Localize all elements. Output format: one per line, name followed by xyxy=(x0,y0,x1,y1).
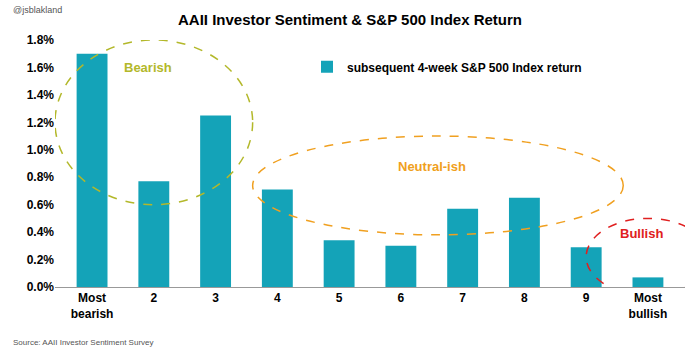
svg-text:Mostbearish: Mostbearish xyxy=(71,291,114,321)
svg-text:@jsblakland: @jsblakland xyxy=(13,5,62,15)
svg-text:8: 8 xyxy=(521,291,528,305)
svg-text:subsequent 4-week S&P 500 Inde: subsequent 4-week S&P 500 Index return xyxy=(347,61,582,75)
svg-text:1.4%: 1.4% xyxy=(27,88,55,102)
svg-text:Bearish: Bearish xyxy=(124,60,172,75)
svg-text:Source: AAII Investor Sentimen: Source: AAII Investor Sentiment Survey xyxy=(13,338,154,347)
svg-text:5: 5 xyxy=(336,291,343,305)
svg-text:0.8%: 0.8% xyxy=(27,170,55,184)
svg-text:4: 4 xyxy=(274,291,281,305)
svg-text:9: 9 xyxy=(583,291,590,305)
svg-text:AAII Investor Sentiment & S&P: AAII Investor Sentiment & S&P 500 Index … xyxy=(178,11,522,28)
svg-text:0.2%: 0.2% xyxy=(27,253,55,267)
svg-text:6: 6 xyxy=(398,291,405,305)
svg-text:Neutral-ish: Neutral-ish xyxy=(398,159,466,174)
svg-text:1.0%: 1.0% xyxy=(27,143,55,157)
svg-text:0.0%: 0.0% xyxy=(27,280,55,294)
svg-text:7: 7 xyxy=(459,291,466,305)
svg-text:0.4%: 0.4% xyxy=(27,225,55,239)
svg-text:1.8%: 1.8% xyxy=(27,33,55,47)
svg-text:2: 2 xyxy=(150,291,157,305)
svg-text:Bullish: Bullish xyxy=(620,226,663,241)
svg-text:1.6%: 1.6% xyxy=(27,61,55,75)
svg-text:0.6%: 0.6% xyxy=(27,198,55,212)
svg-text:Mostbullish: Mostbullish xyxy=(629,291,668,321)
svg-text:1.2%: 1.2% xyxy=(27,116,55,130)
svg-text:3: 3 xyxy=(212,291,219,305)
